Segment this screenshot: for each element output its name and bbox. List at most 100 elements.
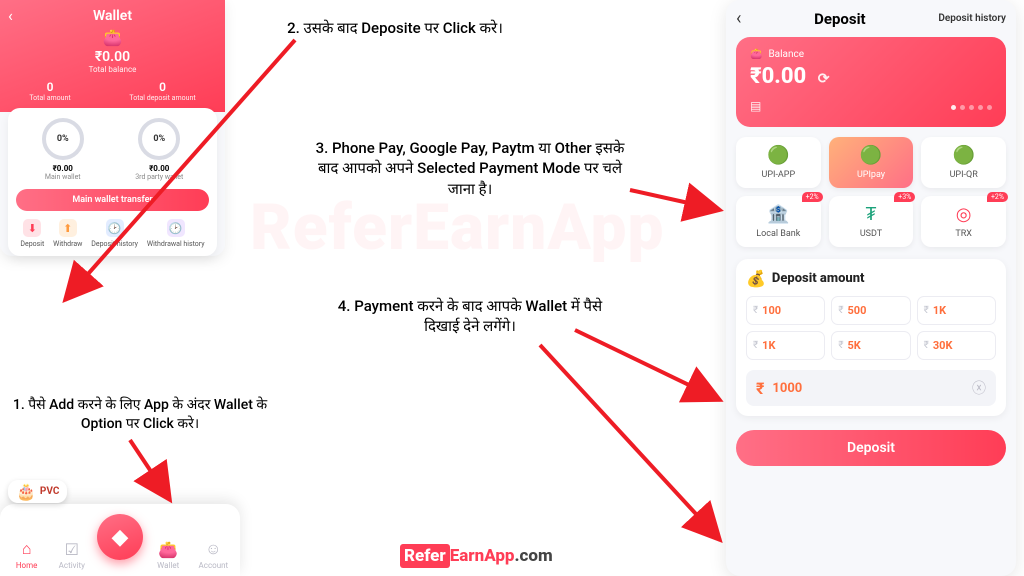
- third-wallet-amt: ₹0.00: [135, 164, 183, 173]
- preset-1k-b[interactable]: ₹ 1K: [746, 331, 825, 360]
- total-amount-label: Total amount: [29, 94, 70, 102]
- card-pager-dots: [947, 99, 992, 113]
- card-chip-icon: ▤: [750, 99, 761, 113]
- upi-app-icon: 🟢: [740, 145, 817, 166]
- action-deposit-label: Deposit: [20, 240, 44, 248]
- total-amount-value: 0: [29, 80, 70, 94]
- preset-5k[interactable]: ₹ 5K: [831, 331, 910, 360]
- nav-account[interactable]: ☺ Account: [193, 539, 233, 570]
- wallet-icon: 👛: [0, 28, 225, 47]
- clear-icon[interactable]: ⓧ: [972, 378, 986, 398]
- action-withdrawal-history[interactable]: 🕑 Withdrawal history: [147, 219, 205, 248]
- payment-methods: 🟢 UPI-APP 🟢 UPIpay 🟢 UPI-QR +2% 🏦 Local …: [736, 137, 1006, 247]
- refresh-icon[interactable]: ⟳: [818, 71, 830, 87]
- pm-upi-qr-label: UPI-QR: [950, 170, 978, 180]
- cake-icon: 🎂: [16, 482, 36, 501]
- pm-usdt-label: USDT: [860, 229, 882, 239]
- main-wallet-amt: ₹0.00: [42, 164, 84, 173]
- preset-100-value: 100: [762, 304, 781, 317]
- pm-upipay[interactable]: 🟢 UPIpay: [829, 137, 914, 188]
- brand-footer: ReferEarnApp.com: [400, 546, 553, 566]
- wallet-card: 0% ₹0.00 Main wallet 0% ₹0.00 3rd party …: [8, 108, 217, 256]
- balance-card-label: Balance: [768, 49, 804, 60]
- action-withdraw[interactable]: ⬆ Withdraw: [53, 219, 82, 248]
- brand-c: .com: [515, 546, 553, 566]
- pm-local-bank-label: Local Bank: [756, 229, 800, 239]
- usdt-icon: ₮: [833, 204, 910, 225]
- deposit-amount-title: Deposit amount: [772, 271, 865, 286]
- deposit-history-link[interactable]: Deposit history: [938, 13, 1006, 24]
- preset-500[interactable]: ₹ 500: [831, 296, 910, 325]
- withdrawal-history-icon: 🕑: [167, 219, 185, 237]
- local-bank-bonus: +2%: [802, 192, 823, 202]
- card-wallet-icon: 👛: [750, 49, 762, 60]
- pm-upi-qr[interactable]: 🟢 UPI-QR: [921, 137, 1006, 188]
- nav-home[interactable]: ⌂ Home: [7, 539, 47, 570]
- brand-a: Refer: [400, 544, 450, 568]
- trx-icon: ◎: [925, 204, 1002, 225]
- action-deposit-history-label: Deposit history: [91, 240, 138, 248]
- wallet-header: ‹ Wallet 👛 ₹0.00 Total balance 0 Total a…: [0, 0, 225, 112]
- trx-bonus: +2%: [987, 192, 1008, 202]
- arrow-step1: [130, 440, 170, 500]
- rupee-icon: ₹: [753, 305, 758, 316]
- nav-promotion[interactable]: ◆: [97, 514, 143, 560]
- preset-1k-a[interactable]: ₹ 1K: [917, 296, 996, 325]
- third-wallet-pct: 0%: [138, 118, 180, 160]
- pvc-label: PVC: [40, 486, 59, 497]
- third-wallet-gauge: 0% ₹0.00 3rd party wallet: [135, 118, 183, 181]
- brand-b: EarnApp: [450, 546, 515, 566]
- balance-card-value: ₹0.00: [750, 64, 806, 89]
- pm-upi-app[interactable]: 🟢 UPI-APP: [736, 137, 821, 188]
- deposit-submit-button[interactable]: Deposit: [736, 430, 1006, 466]
- nav-activity[interactable]: ☑ Activity: [52, 540, 92, 570]
- preset-100[interactable]: ₹ 100: [746, 296, 825, 325]
- back-icon[interactable]: ‹: [8, 6, 13, 25]
- transfer-button[interactable]: Main wallet transfer: [16, 189, 209, 211]
- upipay-icon: 🟢: [833, 145, 910, 166]
- balance-card: 👛 Balance ₹0.00 ⟳ ▤: [736, 37, 1006, 127]
- nav-wallet[interactable]: 👛 Wallet: [148, 540, 188, 570]
- deposit-screen: ‹ Deposit Deposit history 👛 Balance ₹0.0…: [726, 0, 1016, 576]
- action-deposit-history[interactable]: 🕑 Deposit history: [91, 219, 138, 248]
- step-2-text: 2. उसके बाद Deposite पर Click करे।: [235, 18, 555, 38]
- amount-input-value: 1000: [772, 381, 964, 396]
- deposit-amount-icon: 💰: [746, 269, 766, 288]
- wallet-balance: ₹0.00: [0, 49, 225, 65]
- preset-1k-b-value: 1K: [762, 339, 775, 352]
- wallet-screen: ‹ Wallet 👛 ₹0.00 Total balance 0 Total a…: [0, 0, 225, 256]
- step-1-text: 1. पैसे Add करने के लिए App के अंदर Wall…: [10, 396, 270, 434]
- pm-local-bank[interactable]: +2% 🏦 Local Bank: [736, 196, 821, 247]
- nav-account-label: Account: [199, 561, 229, 570]
- rupee-icon: ₹: [753, 340, 758, 351]
- rupee-icon: ₹: [838, 305, 843, 316]
- account-icon: ☺: [193, 539, 233, 559]
- preset-30k-value: 30K: [933, 339, 953, 352]
- wallet-balance-label: Total balance: [0, 65, 225, 74]
- nav-activity-label: Activity: [59, 561, 85, 570]
- deposit-history-icon: 🕑: [106, 219, 124, 237]
- total-deposit-value: 0: [129, 80, 195, 94]
- pm-usdt[interactable]: +3% ₮ USDT: [829, 196, 914, 247]
- diamond-icon: ◆: [112, 525, 129, 550]
- nav-wallet-label: Wallet: [157, 561, 179, 570]
- pm-upi-app-label: UPI-APP: [761, 170, 795, 180]
- arrow-step4b: [540, 345, 720, 540]
- rupee-icon: ₹: [924, 305, 929, 316]
- total-deposit-label: Total deposit amount: [129, 94, 195, 102]
- preset-30k[interactable]: ₹ 30K: [917, 331, 996, 360]
- withdraw-icon: ⬆: [59, 219, 77, 237]
- amount-input[interactable]: ₹ 1000 ⓧ: [746, 370, 996, 406]
- rupee-icon: ₹: [756, 379, 764, 398]
- watermark: ReferEarnApp: [250, 190, 665, 265]
- activity-icon: ☑: [52, 540, 92, 559]
- action-deposit[interactable]: ⬇ Deposit: [20, 219, 44, 248]
- pm-trx[interactable]: +2% ◎ TRX: [921, 196, 1006, 247]
- deposit-back-icon[interactable]: ‹: [736, 8, 741, 29]
- upi-qr-icon: 🟢: [925, 145, 1002, 166]
- deposit-amount-panel: 💰 Deposit amount ₹ 100 ₹ 500 ₹ 1K ₹ 1K ₹…: [736, 259, 1006, 416]
- wallet-nav-icon: 👛: [148, 540, 188, 559]
- pvc-chip[interactable]: 🎂 PVC: [8, 480, 67, 503]
- arrow-step4a: [575, 330, 720, 400]
- third-wallet-lbl: 3rd party wallet: [135, 173, 183, 181]
